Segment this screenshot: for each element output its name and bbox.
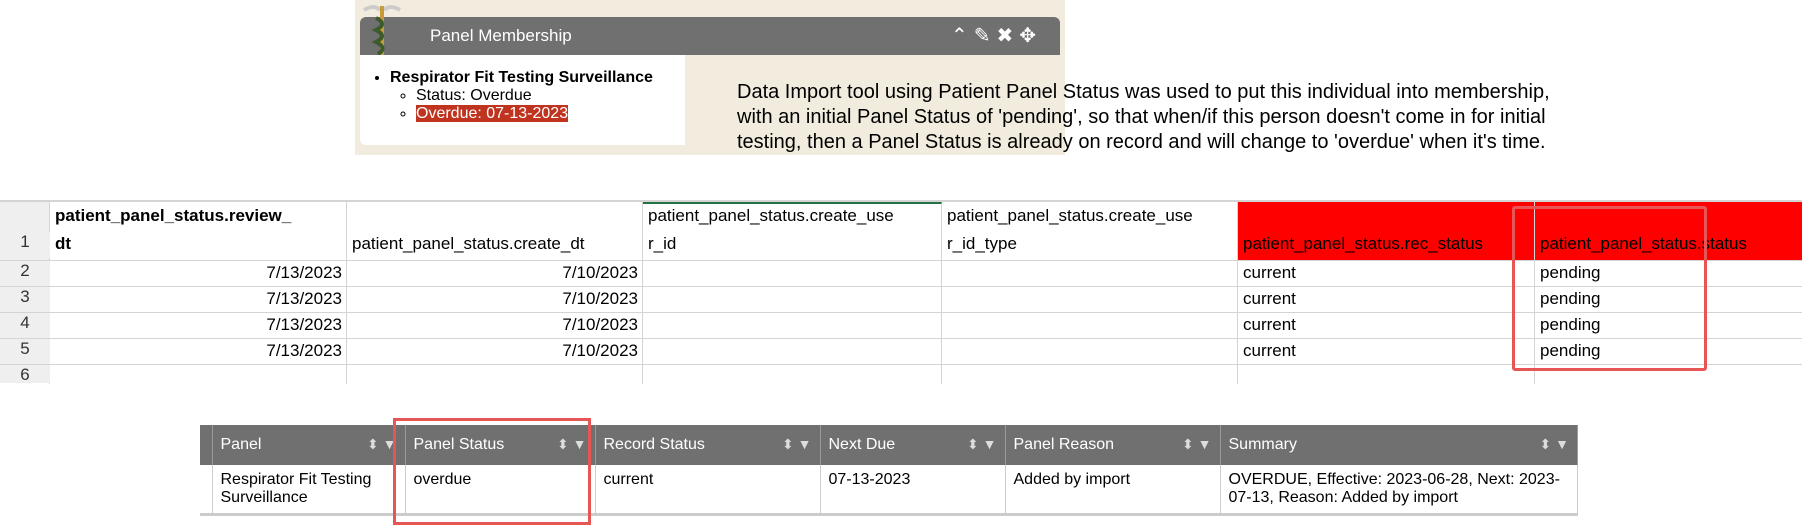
sheet-cell[interactable]: current: [1243, 263, 1296, 282]
header-cell[interactable]: patient_panel_status.create_dt: [352, 234, 585, 253]
sort-filter-icon[interactable]: ⬍ ▼: [557, 436, 587, 452]
grid-stub-column: [200, 425, 213, 465]
header-cell[interactable]: patient_panel_status.create_use: [947, 206, 1193, 225]
sheet-cell[interactable]: current: [1243, 315, 1296, 334]
sort-filter-icon[interactable]: ⬍ ▼: [367, 436, 397, 452]
highlight-box: [393, 418, 591, 525]
sheet-cell[interactable]: 7/10/2023: [562, 315, 638, 334]
sheet-cell[interactable]: pending: [1540, 315, 1601, 334]
sheet-cell[interactable]: 7/10/2023: [562, 341, 638, 360]
close-icon[interactable]: ✖: [996, 25, 1020, 47]
overdue-date-text: Overdue: 07-13-2023: [416, 105, 569, 122]
sheet-cell[interactable]: 7/13/2023: [266, 263, 342, 282]
sheet-cell[interactable]: 7/13/2023: [266, 315, 342, 334]
row-number[interactable]: 5: [0, 339, 50, 364]
panel-name: Respirator Fit Testing Surveillance: [390, 69, 653, 86]
column-header-panel-reason[interactable]: Panel Reason ⬍ ▼: [1005, 425, 1221, 465]
row-number[interactable]: 1: [0, 232, 50, 258]
column-header-next-due[interactable]: Next Due ⬍ ▼: [820, 425, 1006, 465]
header-cell[interactable]: patient_panel_status.status: [1540, 234, 1747, 253]
row-number[interactable]: 2: [0, 261, 50, 286]
sheet-cell[interactable]: 7/13/2023: [266, 341, 342, 360]
column-header-summary[interactable]: Summary ⬍ ▼: [1220, 425, 1578, 465]
chevron-up-icon[interactable]: ⌃: [950, 25, 974, 47]
sort-filter-icon[interactable]: ⬍ ▼: [782, 436, 812, 452]
panel-status-text: Status: Overdue: [416, 87, 532, 104]
cell-panel-reason: Added by import: [1005, 465, 1221, 516]
sheet-cell[interactable]: current: [1243, 341, 1296, 360]
panel-grid: Panel ⬍ ▼ Panel Status ⬍ ▼ Record Status ⬍ …: [200, 425, 1578, 516]
pencil-icon[interactable]: ✎: [973, 25, 997, 47]
column-header-record-status[interactable]: Record Status ⬍ ▼: [595, 425, 821, 465]
header-cell[interactable]: r_id: [648, 234, 677, 253]
cell-record-status: current: [595, 465, 821, 516]
cell-summary: OVERDUE, Effective: 2023-06-28, Next: 20…: [1220, 465, 1578, 516]
header-cell[interactable]: patient_panel_status.create_use: [648, 206, 894, 225]
sheet-cell[interactable]: pending: [1540, 289, 1601, 308]
row-number[interactable]: 3: [0, 287, 50, 312]
panel-membership-header: Panel Membership ⌃✎✖✥: [360, 17, 1060, 55]
row-number[interactable]: 6: [0, 365, 50, 383]
column-header-panel-status[interactable]: Panel Status ⬍ ▼: [405, 425, 596, 465]
sort-filter-icon[interactable]: ⬍ ▼: [1182, 436, 1212, 452]
highlighted-header-cells: [1238, 202, 1802, 260]
cell-panel-status: overdue: [405, 465, 596, 516]
header-cell[interactable]: r_id_type: [947, 234, 1017, 253]
sheet-cell[interactable]: 7/10/2023: [562, 263, 638, 282]
row-number[interactable]: 4: [0, 313, 50, 338]
sheet-cell[interactable]: pending: [1540, 341, 1601, 360]
move-icon[interactable]: ✥: [1019, 25, 1042, 47]
header-cell[interactable]: patient_panel_status.review_: [55, 206, 292, 225]
sheet-cell[interactable]: current: [1243, 289, 1296, 308]
table-row[interactable]: Respirator Fit Testing Surveillance over…: [200, 465, 1578, 516]
spreadsheet: 1 2 3 4 5 6 patient_panel_status.review_…: [0, 200, 1802, 384]
caduceus-logo-icon: [362, 5, 402, 58]
cell-panel: Respirator Fit Testing Surveillance: [212, 465, 406, 516]
widget-title: Panel Membership: [430, 26, 572, 45]
header-cell[interactable]: patient_panel_status.rec_status: [1243, 234, 1484, 253]
sheet-cell[interactable]: 7/13/2023: [266, 289, 342, 308]
sheet-cell[interactable]: 7/10/2023: [562, 289, 638, 308]
cell-next-due: 07-13-2023: [820, 465, 1006, 516]
annotation-note: Data Import tool using Patient Panel Sta…: [737, 81, 1550, 153]
sort-filter-icon[interactable]: ⬍ ▼: [1539, 436, 1569, 452]
highlight-box: [1512, 206, 1707, 371]
column-header-panel[interactable]: Panel ⬍ ▼: [212, 425, 406, 465]
sort-filter-icon[interactable]: ⬍ ▼: [967, 436, 997, 452]
header-cell[interactable]: dt: [55, 234, 72, 253]
panel-membership-body: Respirator Fit Testing Surveillance Stat…: [360, 55, 685, 145]
sheet-cell[interactable]: pending: [1540, 263, 1601, 282]
